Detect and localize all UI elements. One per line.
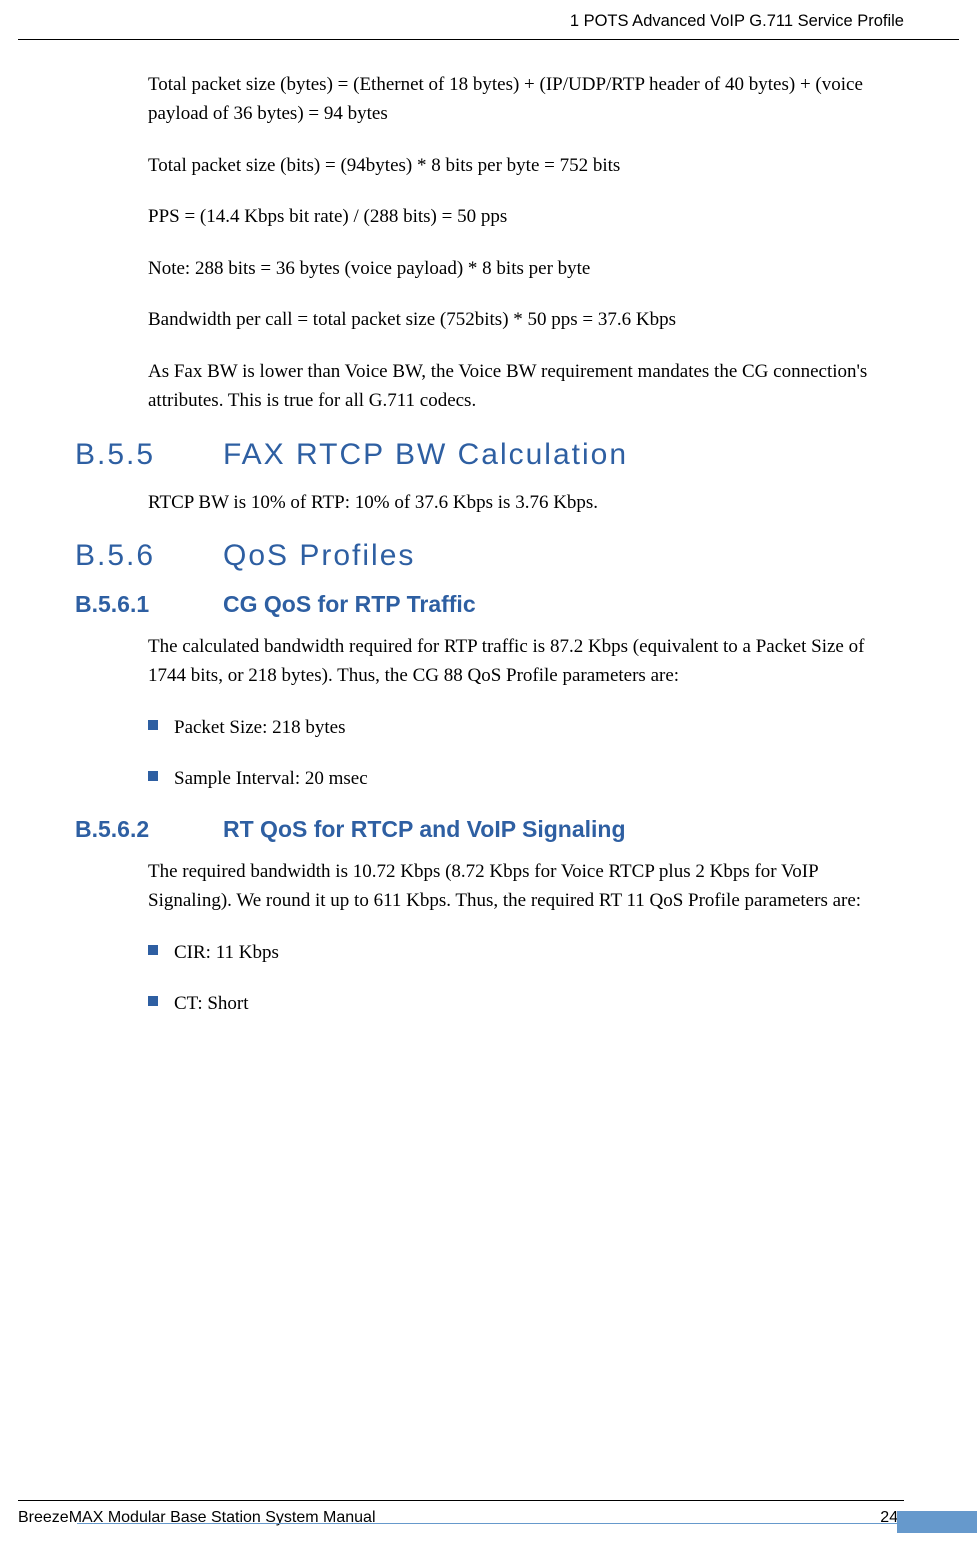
subsection-title: RT QoS for RTCP and VoIP Signaling [223,816,626,843]
footer-rule [18,1500,904,1501]
body-paragraph: Note: 288 bits = 36 bytes (voice payload… [148,254,902,283]
subsection-number: B.5.6.2 [75,816,223,843]
body-paragraph: The calculated bandwidth required for RT… [148,632,902,691]
subsection-number: B.5.6.1 [75,591,223,618]
footer-accent-line [77,1523,897,1525]
body-paragraph: The required bandwidth is 10.72 Kbps (8.… [148,857,902,916]
bullet-text: Packet Size: 218 bytes [174,713,346,742]
list-item: Sample Interval: 20 msec [148,764,902,793]
header-text: 1 POTS Advanced VoIP G.711 Service Profi… [570,12,904,30]
bullet-text: CT: Short [174,989,249,1018]
page-header: 1 POTS Advanced VoIP G.711 Service Profi… [18,0,959,40]
bullet-square-icon [148,771,158,781]
page-footer: BreezeMAX Modular Base Station System Ma… [18,1500,959,1527]
footer-accent-bar [897,1511,977,1533]
body-paragraph: PPS = (14.4 Kbps bit rate) / (288 bits) … [148,202,902,231]
section-title: FAX RTCP BW Calculation [223,438,628,472]
body-paragraph: Bandwidth per call = total packet size (… [148,305,902,334]
body-paragraph: Total packet size (bits) = (94bytes) * 8… [148,151,902,180]
subsection-title: CG QoS for RTP Traffic [223,591,476,618]
page-content: Total packet size (bytes) = (Ethernet of… [0,40,977,1018]
subsection-heading-b561: B.5.6.1 CG QoS for RTP Traffic [75,591,902,618]
list-item: CT: Short [148,989,902,1018]
bullet-text: Sample Interval: 20 msec [174,764,368,793]
body-paragraph: As Fax BW is lower than Voice BW, the Vo… [148,357,902,416]
list-item: CIR: 11 Kbps [148,938,902,967]
section-number: B.5.6 [75,539,223,573]
bullet-square-icon [148,945,158,955]
section-number: B.5.5 [75,438,223,472]
footer-row: BreezeMAX Modular Base Station System Ma… [18,1509,959,1527]
subsection-heading-b562: B.5.6.2 RT QoS for RTCP and VoIP Signali… [75,816,902,843]
bullet-square-icon [148,720,158,730]
body-paragraph: Total packet size (bytes) = (Ethernet of… [148,70,902,129]
section-heading-b56: B.5.6 QoS Profiles [75,539,902,573]
section-heading-b55: B.5.5 FAX RTCP BW Calculation [75,438,902,472]
bullet-text: CIR: 11 Kbps [174,938,279,967]
section-title: QoS Profiles [223,539,415,573]
bullet-square-icon [148,996,158,1006]
list-item: Packet Size: 218 bytes [148,713,902,742]
body-paragraph: RTCP BW is 10% of RTP: 10% of 37.6 Kbps … [148,488,902,517]
footer-manual-title: BreezeMAX Modular Base Station System Ma… [18,1509,376,1527]
